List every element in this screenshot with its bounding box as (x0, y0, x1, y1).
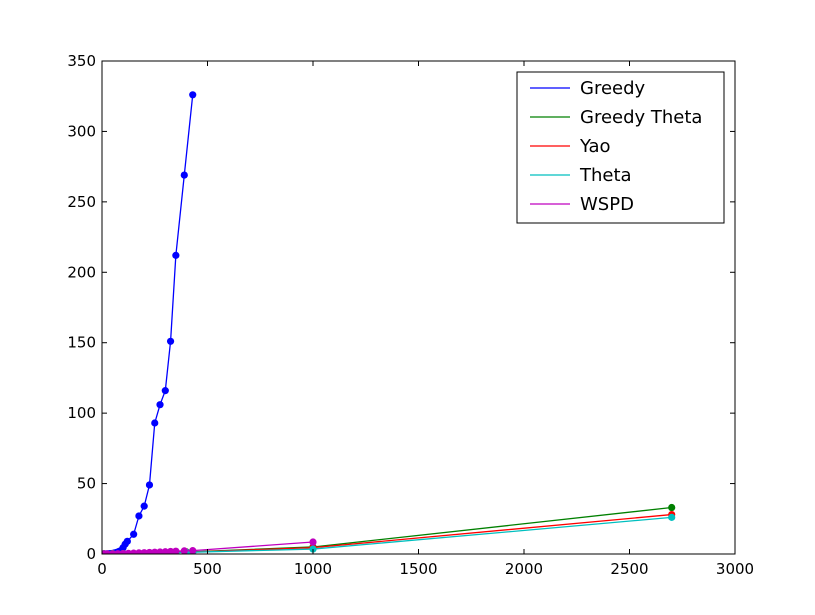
x-tick-label: 2000 (505, 560, 543, 578)
data-point-theta (668, 513, 676, 521)
data-point-wspd (172, 547, 180, 554)
x-tick-label: 1000 (294, 560, 332, 578)
data-point-greedy (180, 171, 188, 179)
x-tick-label: 3000 (716, 560, 754, 578)
data-point-greedy (130, 530, 138, 538)
data-point-greedy (123, 537, 131, 545)
legend-box (516, 71, 725, 224)
x-tick-label: 500 (193, 560, 222, 578)
legend-label-wspd: WSPD (580, 194, 634, 215)
x-tick-label: 2500 (610, 560, 648, 578)
data-point-greedy (156, 401, 164, 409)
legend-label-theta: Theta (579, 165, 632, 186)
y-tick-label: 350 (67, 52, 96, 70)
y-tick-label: 50 (77, 475, 96, 493)
data-point-greedy (135, 512, 143, 520)
legend-label-yao: Yao (579, 136, 611, 157)
data-point-wspd (189, 547, 197, 554)
legend-label-greedy-theta: Greedy Theta (580, 107, 702, 128)
y-tick-label: 0 (86, 545, 96, 563)
data-point-wspd (180, 547, 188, 554)
data-point-greedy (166, 337, 175, 345)
data-point-wspd (309, 538, 317, 546)
legend-label-greedy: Greedy (580, 78, 646, 99)
legend: Greedy Greedy Theta Yao Theta WSPD (516, 71, 725, 224)
x-tick-label: 0 (97, 560, 107, 578)
series-wspd (102, 538, 317, 554)
y-tick-label: 200 (67, 263, 96, 281)
data-point-greedy (145, 481, 154, 489)
data-point-greedy (151, 419, 159, 427)
data-point-greedy (172, 251, 180, 259)
data-point-wspd (166, 547, 175, 554)
y-tick-label: 300 (67, 122, 96, 140)
data-point-greedy-theta (668, 503, 676, 512)
data-point-greedy (161, 387, 169, 395)
y-tick-label: 150 (67, 334, 96, 352)
axis-ticks: 0 500 1000 1500 2000 2500 3000 0 50 100 150 200 250 3… (67, 52, 754, 578)
data-point-wspd (161, 548, 169, 554)
data-point-greedy (189, 91, 197, 99)
series-layer (102, 91, 676, 554)
data-point-greedy (140, 502, 148, 510)
x-tick-label: 1500 (399, 560, 437, 578)
y-tick-label: 100 (67, 404, 96, 422)
y-tick-label: 250 (67, 193, 96, 211)
